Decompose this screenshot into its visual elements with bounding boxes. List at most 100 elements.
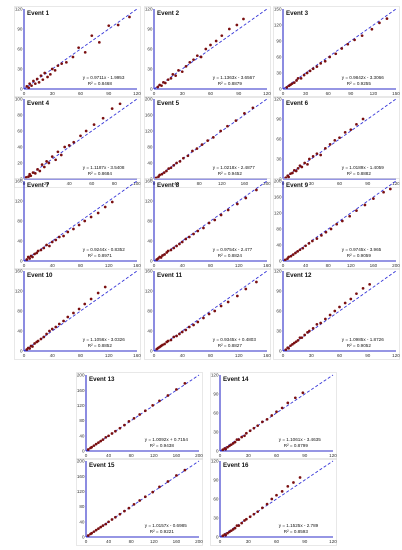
y-tick-label: 80 <box>147 309 153 314</box>
data-point <box>252 512 256 516</box>
data-point <box>166 480 170 483</box>
r-squared: R² = 0.8593 <box>284 529 309 534</box>
data-point <box>324 317 327 321</box>
data-point <box>158 485 161 489</box>
data-point <box>285 86 289 89</box>
x-tick-label: 80 <box>78 263 84 268</box>
data-point <box>25 258 29 261</box>
data-point <box>29 174 33 178</box>
data-point <box>36 339 40 343</box>
reference-line <box>153 180 268 262</box>
x-tick-label: 30 <box>309 353 315 358</box>
y-tick-label: 0 <box>20 87 23 92</box>
x-tick-label: 60 <box>208 91 214 96</box>
data-point <box>110 518 114 521</box>
x-tick-label: 30 <box>180 91 186 96</box>
y-tick-label: 60 <box>17 129 23 134</box>
y-tick-label: 80 <box>79 504 85 509</box>
data-point <box>138 499 142 502</box>
r-squared: R² = 0.9452 <box>218 171 243 176</box>
data-point <box>39 337 43 341</box>
y-tick-label: 60 <box>147 47 153 52</box>
data-point <box>172 246 176 250</box>
x-tick-label: 80 <box>129 539 135 544</box>
chart-title: Event 5 <box>157 100 180 107</box>
data-point <box>298 164 302 168</box>
data-point <box>187 235 191 239</box>
data-point <box>224 533 227 537</box>
data-point <box>169 338 173 342</box>
data-point <box>99 439 103 443</box>
data-point <box>286 401 290 405</box>
x-tick-label: 120 <box>150 539 158 544</box>
data-point <box>171 72 175 76</box>
y-tick-label: 90 <box>276 289 282 294</box>
data-point <box>33 252 36 256</box>
y-tick-label: 0 <box>150 349 153 354</box>
x-tick-label: 30 <box>309 181 315 186</box>
data-point <box>83 302 87 306</box>
reference-line <box>23 180 138 262</box>
data-point <box>346 42 350 46</box>
x-tick-label: 120 <box>133 91 141 96</box>
regression-equation: y = 1.1056x - 3.0326 <box>83 337 125 342</box>
data-point <box>180 70 184 74</box>
data-point <box>333 138 337 142</box>
data-point <box>151 404 155 407</box>
x-tick-label: 0 <box>282 263 285 268</box>
x-tick-label: 30 <box>246 453 252 458</box>
chart-panel: 0 30 60 90 120 0 30 60 90 120 Event 12 y = 1.0985x … <box>273 268 400 360</box>
reference-line <box>85 374 200 452</box>
data-point <box>96 211 100 215</box>
data-point <box>226 124 229 128</box>
data-point <box>261 506 264 510</box>
data-point <box>290 82 294 86</box>
data-point <box>180 330 184 334</box>
y-tick-label: 160 <box>15 179 23 184</box>
data-point <box>169 76 173 80</box>
data-point <box>160 84 163 88</box>
y-tick-label: 0 <box>82 535 85 540</box>
data-point <box>255 188 258 192</box>
data-point <box>308 69 312 73</box>
x-tick-label: 120 <box>370 91 378 96</box>
chart-title: Event 3 <box>286 10 309 17</box>
data-point <box>77 223 81 227</box>
data-point <box>66 230 70 234</box>
data-point <box>361 117 365 121</box>
data-point <box>180 240 184 244</box>
data-point <box>224 447 227 451</box>
data-point <box>104 435 108 439</box>
data-point <box>116 23 120 27</box>
x-tick-label: 80 <box>78 353 84 358</box>
data-point <box>340 219 344 223</box>
y-tick-label: 200 <box>145 97 153 102</box>
data-point <box>300 336 304 340</box>
data-point <box>311 154 315 158</box>
x-tick-label: 90 <box>106 91 112 96</box>
data-point <box>27 86 31 90</box>
x-tick-label: 160 <box>370 263 378 268</box>
data-point <box>166 394 170 397</box>
data-point <box>40 163 44 166</box>
y-tick-label: 90 <box>276 117 282 122</box>
y-tick-label: 60 <box>17 47 23 52</box>
data-point <box>291 253 295 256</box>
chart-title: Event 16 <box>223 462 249 469</box>
data-point <box>132 502 136 506</box>
r-squared: R² = 0.8684 <box>88 171 113 176</box>
data-point <box>151 490 155 494</box>
data-point <box>123 509 126 513</box>
x-tick-label: 60 <box>89 181 95 186</box>
panel-frame <box>144 6 271 98</box>
panel-frame <box>273 268 400 360</box>
data-point <box>333 309 337 313</box>
x-tick-label: 40 <box>106 539 112 544</box>
x-tick-label: 0 <box>153 263 156 268</box>
data-point <box>101 116 105 120</box>
y-tick-label: 0 <box>20 259 23 264</box>
data-point <box>163 253 166 256</box>
x-tick-label: 150 <box>392 91 400 96</box>
data-point <box>315 322 319 326</box>
